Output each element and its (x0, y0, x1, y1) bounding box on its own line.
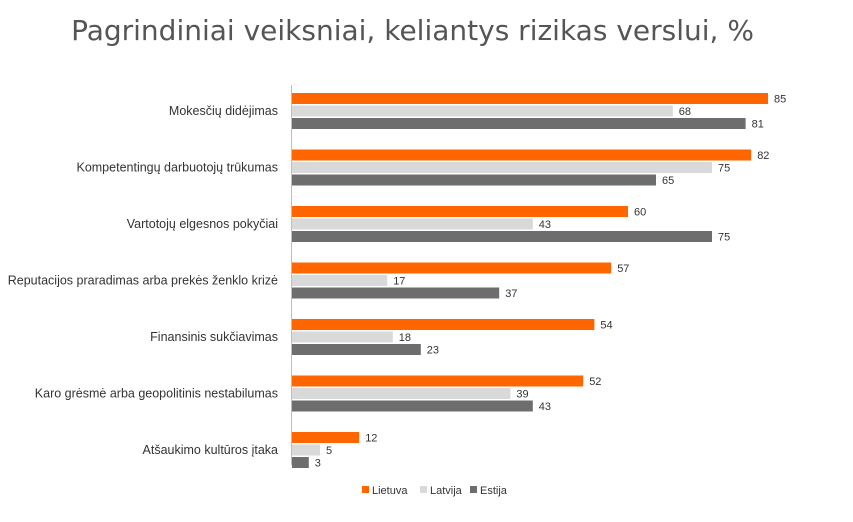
category-label: Reputacijos praradimas arba prekės ženkl… (8, 274, 278, 288)
legend-label: Estija (480, 485, 508, 497)
bar-estija (292, 231, 712, 242)
data-label: 57 (617, 263, 629, 275)
bars-group (292, 93, 768, 468)
data-label: 82 (757, 150, 769, 162)
bar-latvija (292, 218, 533, 230)
data-label: 75 (718, 163, 730, 175)
category-label: Vartotojų elgesnos pokyčiai (127, 217, 278, 231)
value-labels-group: 85 68 81 82 75 65 60 43 75 57 17 37 54 18 23 52 39 43 12 53 (315, 94, 786, 470)
bar-estija (292, 344, 421, 355)
bar-estija (292, 457, 309, 468)
bar-lietuva (292, 149, 752, 161)
data-label: 54 (600, 320, 612, 332)
data-label: 17 (393, 276, 405, 288)
bar-lietuva (292, 375, 584, 387)
category-label: Atšaukimo kultūros įtaka (143, 443, 279, 457)
data-label: 5 (326, 445, 332, 457)
data-label: 68 (679, 106, 691, 118)
data-label: 18 (399, 332, 411, 344)
bar-estija (292, 400, 533, 412)
legend: Lietuva Latvija Estija (362, 485, 508, 497)
bar-lietuva (292, 432, 360, 443)
data-label: 85 (774, 94, 786, 106)
bar-latvija (292, 162, 712, 173)
data-label: 43 (539, 401, 551, 413)
data-label: 37 (505, 288, 517, 300)
data-label: 43 (539, 219, 551, 231)
bar-latvija (292, 444, 320, 456)
data-label: 23 (427, 345, 439, 357)
bar-estija (292, 174, 656, 186)
bar-latvija (292, 105, 673, 117)
legend-label: Lietuva (372, 485, 408, 497)
category-label: Karo grėsmė arba geopolitinis nestabilum… (35, 387, 278, 401)
bar-lietuva (292, 319, 595, 330)
legend-swatch-lietuva (362, 486, 369, 493)
bar-latvija (292, 331, 393, 343)
data-label: 52 (589, 376, 601, 388)
data-label: 75 (718, 232, 730, 244)
data-label: 12 (365, 433, 377, 445)
legend-swatch-latvija (420, 486, 427, 493)
category-labels-group: Mokesčių didėjimas Kompetentingų darbuoto… (8, 104, 278, 457)
bar-latvija (292, 388, 511, 399)
data-label: 39 (516, 389, 528, 401)
data-label: 65 (662, 175, 674, 187)
bar-estija (292, 118, 746, 129)
legend-label: Latvija (430, 485, 463, 497)
category-label: Kompetentingų darbuotojų trūkumas (76, 161, 278, 175)
data-label: 60 (634, 207, 646, 219)
bar-lietuva (292, 206, 628, 217)
chart-title: Pagrindiniai veiksniai, keliantys rizika… (71, 14, 754, 47)
data-label: 81 (752, 119, 764, 131)
bar-latvija (292, 275, 388, 286)
bar-lietuva (292, 93, 768, 104)
bar-lietuva (292, 262, 612, 274)
category-label: Finansinis sukčiavimas (150, 330, 278, 344)
bar-estija (292, 287, 500, 299)
category-label: Mokesčių didėjimas (169, 104, 278, 118)
data-label: 3 (315, 458, 321, 470)
legend-swatch-estija (470, 486, 477, 493)
